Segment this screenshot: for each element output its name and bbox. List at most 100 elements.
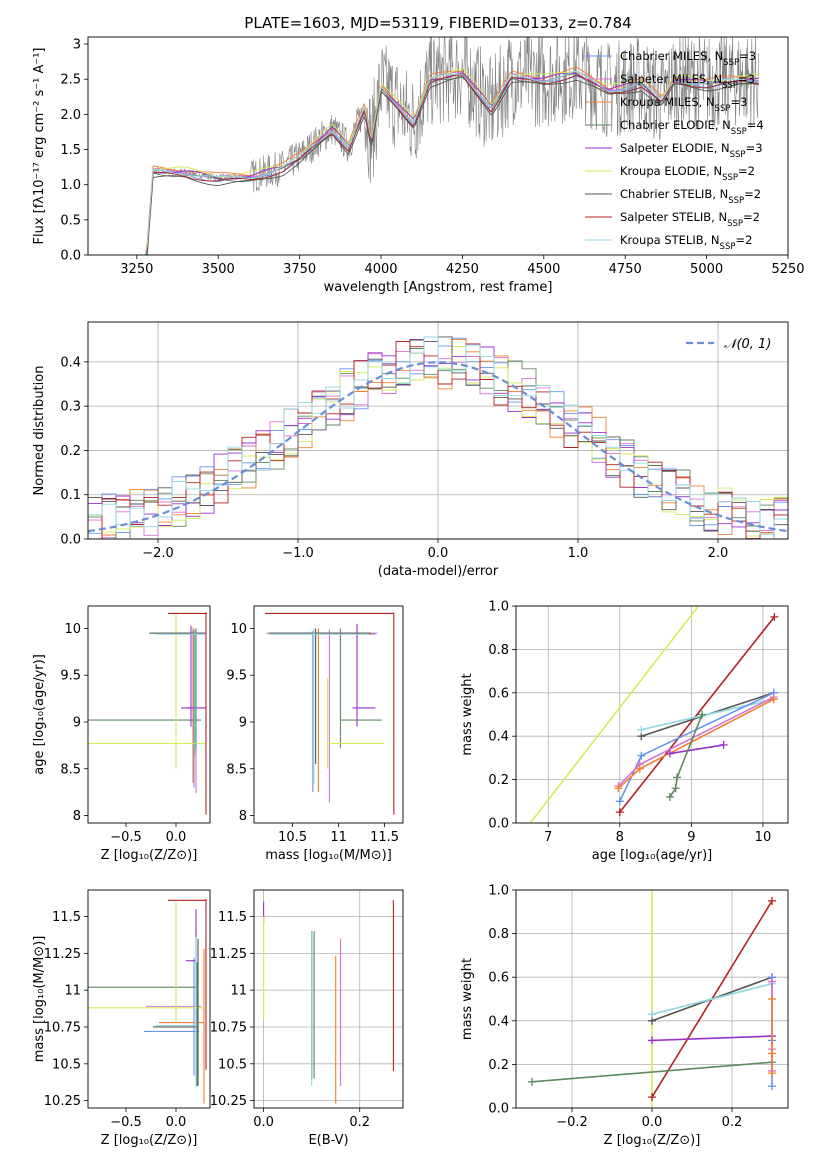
panel-age-vs-Z: −0.5 0.0 8 8.5 9 9.5 10 Z [log₁₀(Z/Z⊙)] age [log… bbox=[32, 605, 211, 863]
legend-entry-name: Kroupa MILES, N bbox=[620, 95, 715, 109]
y-tick-label: 10.75 bbox=[210, 1020, 247, 1035]
series-marker bbox=[768, 1082, 776, 1091]
errorbar-point bbox=[327, 678, 385, 769]
x-axis-label: age [log₁₀(age/yr)] bbox=[592, 848, 713, 863]
errorbar-point bbox=[156, 937, 197, 1088]
panel-massweight-vs-Z: −0.2 0.0 0.2 0.0 0.2 0.4 0.6 0.8 1.0 Z [log₁₀(Z/Z… bbox=[460, 884, 789, 1148]
y-tick-label: 11 bbox=[230, 984, 247, 999]
legend-entry-sub: SSP bbox=[722, 173, 738, 183]
x-tick-label: −0.5 bbox=[110, 830, 142, 845]
errorbar-point bbox=[88, 612, 206, 769]
legend-entry-name: Kroupa ELODIE, N bbox=[620, 164, 722, 178]
y-axis-label: Flux [fλ10⁻¹⁷ erg cm⁻² s⁻¹ A⁻¹] bbox=[32, 48, 47, 245]
plot-area-residuals bbox=[88, 336, 788, 539]
y-tick-label: 0.0 bbox=[488, 1102, 509, 1117]
series-marker bbox=[768, 977, 776, 986]
model-spectrum-line bbox=[114, 72, 759, 255]
x-tick-label: 0.0 bbox=[428, 546, 449, 561]
x-tick-label: 9 bbox=[687, 830, 695, 845]
series-marker bbox=[769, 695, 778, 704]
mass-weight-series bbox=[768, 995, 776, 1078]
series-marker bbox=[635, 764, 644, 773]
model-spectrum-line bbox=[114, 74, 759, 255]
axes-frame bbox=[87, 605, 211, 824]
y-axis-label: age [log₁₀(age/yr)] bbox=[32, 654, 47, 775]
panels: 3250 3500 3750 4000 4250 4500 4750 5000 52500.00… bbox=[32, 36, 805, 1148]
model-spectrum-line bbox=[114, 70, 759, 255]
x-axis-label: Z [log₁₀(Z/Z⊙)] bbox=[101, 1133, 198, 1148]
legend-entry-sub: SSP bbox=[720, 242, 736, 252]
y-tick-label: 9.5 bbox=[226, 669, 247, 684]
axes-frame bbox=[87, 321, 789, 540]
x-tick-label: 1.0 bbox=[568, 546, 589, 561]
legend-entry-tail: =2 bbox=[743, 210, 760, 224]
legend-entry-tail: =2 bbox=[738, 164, 755, 178]
legend-entry-tail: =2 bbox=[735, 233, 752, 247]
x-tick-label: 0.0 bbox=[642, 1115, 663, 1130]
y-tick-label: 0.6 bbox=[488, 686, 509, 701]
x-axis-label: mass [log₁₀(M/M⊙)] bbox=[265, 848, 392, 863]
y-tick-label: 8 bbox=[239, 809, 247, 824]
series-line bbox=[651, 982, 773, 1016]
errorbar-point bbox=[267, 628, 369, 784]
residual-histogram-step bbox=[88, 336, 788, 535]
y-tick-label: 0.2 bbox=[488, 1058, 509, 1073]
x-axis-label: Z [log₁₀(Z/Z⊙)] bbox=[604, 1133, 701, 1148]
series-marker bbox=[648, 1010, 656, 1019]
y-tick-label: 11.5 bbox=[218, 910, 247, 925]
x-tick-label: 11.5 bbox=[370, 830, 399, 845]
legend-entry-tail: =3 bbox=[739, 49, 756, 63]
y-tick-label: 0.8 bbox=[488, 927, 509, 942]
mass-weight-series bbox=[615, 612, 779, 817]
errorbar-point bbox=[181, 625, 206, 727]
plot-area-mass-vs-EBV bbox=[263, 900, 394, 1104]
series-marker bbox=[637, 751, 646, 760]
plot-area-massweight-vs-Z bbox=[528, 890, 776, 1108]
errorbar-point bbox=[352, 623, 376, 727]
y-tick-label: 0.0 bbox=[488, 817, 509, 832]
errorbar-point bbox=[88, 962, 198, 1086]
legend-entry: Kroupa ELODIE, NSSP=2 bbox=[620, 164, 755, 183]
series-marker bbox=[719, 740, 728, 749]
y-tick-label: 1.0 bbox=[488, 884, 509, 899]
errorbar-point bbox=[269, 628, 371, 765]
y-tick-label: 0.8 bbox=[488, 643, 509, 658]
legend-entry-name: Salpeter ELODIE, N bbox=[620, 141, 730, 155]
errorbar-point bbox=[168, 612, 207, 815]
y-tick-label: 3 bbox=[73, 38, 81, 53]
model-spectrum-line bbox=[114, 67, 759, 255]
y-tick-label: 11.25 bbox=[44, 947, 81, 962]
legend-entry-sub: SSP bbox=[731, 127, 747, 137]
errorbar-point bbox=[168, 898, 207, 1070]
axes-frame bbox=[87, 889, 211, 1109]
y-tick-label: 8.5 bbox=[226, 762, 247, 777]
panel-mass-vs-Z: −0.5 0.0 10.25 10.5 10.75 11 11.25 11.5 Z [log₁₀… bbox=[32, 889, 211, 1148]
legend-entry-name: Salpeter MILES, N bbox=[620, 72, 722, 86]
mass-weight-series bbox=[529, 606, 700, 823]
y-tick-label: 0.2 bbox=[488, 773, 509, 788]
series-marker bbox=[770, 612, 779, 621]
legend-entry: Salpeter ELODIE, NSSP=3 bbox=[620, 141, 763, 160]
y-axis-label: mass weight bbox=[460, 673, 475, 755]
x-tick-label: 3500 bbox=[202, 262, 235, 277]
legend-entry-name: Chabrier STELIB, N bbox=[620, 187, 728, 201]
legend-entry: Chabrier MILES, NSSP=3 bbox=[620, 49, 756, 68]
errorbar-point bbox=[153, 938, 199, 1086]
legend-entry-sub: SSP bbox=[728, 196, 744, 206]
x-tick-label: 5000 bbox=[690, 262, 723, 277]
errorbar-point bbox=[88, 901, 206, 1023]
mass-weight-series bbox=[614, 695, 778, 793]
legend-entry: Salpeter MILES, NSSP=3 bbox=[620, 72, 755, 91]
y-tick-label: 9.5 bbox=[60, 669, 81, 684]
legend-entry-tail: =4 bbox=[747, 118, 764, 132]
series-marker bbox=[528, 1077, 536, 1086]
y-tick-label: 0.2 bbox=[60, 444, 81, 459]
series-marker bbox=[637, 725, 646, 734]
panel-massweight-vs-age: 7 8 9 10 0.0 0.2 0.4 0.6 0.8 1.0 age [log₁₀(age/yr… bbox=[460, 600, 789, 863]
y-tick-label: 8.5 bbox=[60, 762, 81, 777]
x-tick-label: 7 bbox=[544, 830, 552, 845]
y-tick-label: 10 bbox=[64, 622, 81, 637]
plot-area-age-vs-mass bbox=[265, 612, 395, 815]
